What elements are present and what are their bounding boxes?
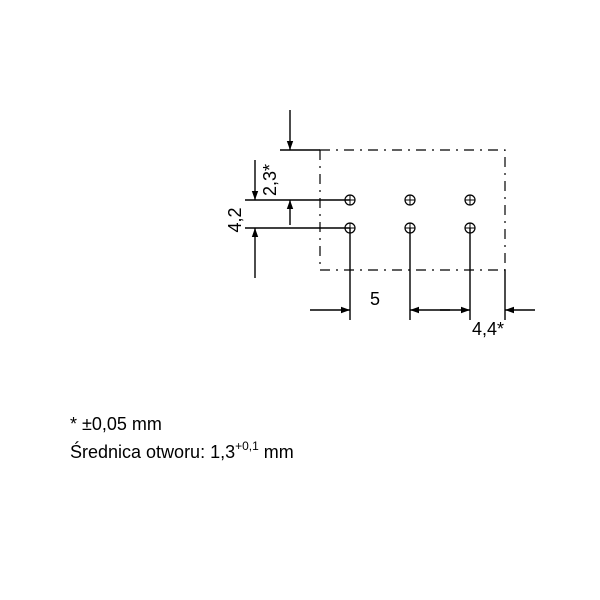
- hole-diameter-note: Średnica otworu: 1,3+0,1 mm: [70, 439, 294, 462]
- dim-label-4-4: 4,4*: [472, 319, 504, 339]
- dim-label-4-2: 4,2: [225, 207, 245, 232]
- tolerance-note: * ±0,05 mm: [70, 414, 162, 434]
- dim-label-5: 5: [370, 289, 380, 309]
- dim-label-2-3: 2,3*: [260, 164, 280, 196]
